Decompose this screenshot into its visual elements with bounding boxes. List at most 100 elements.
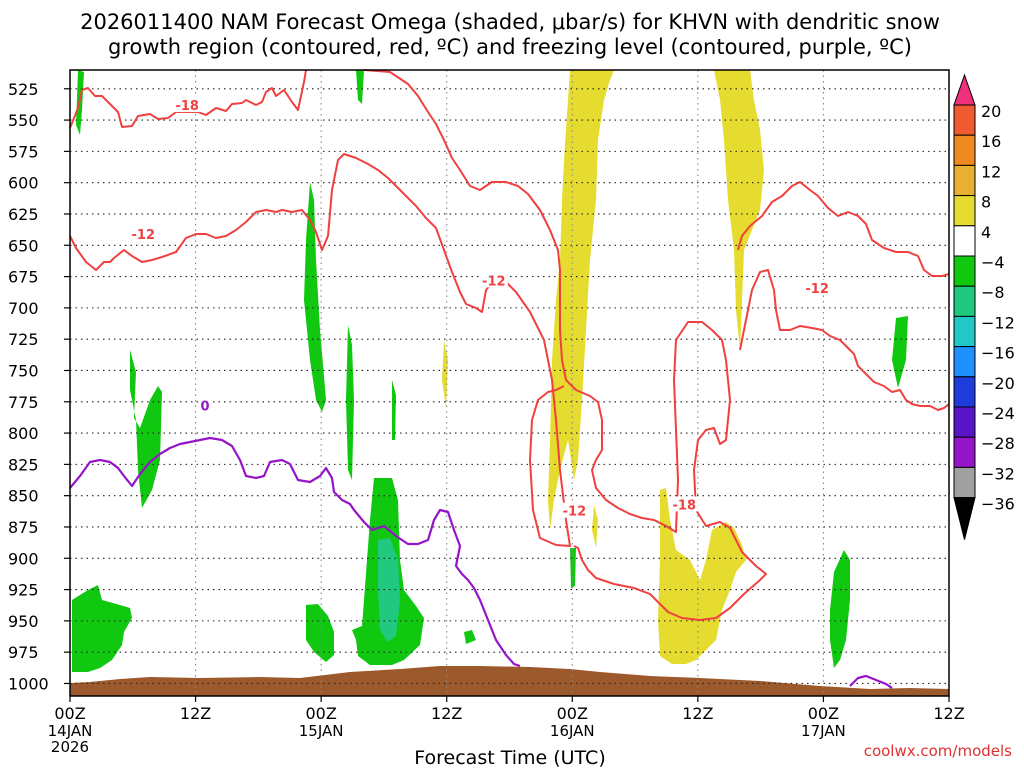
colorbar-label: −4 bbox=[981, 253, 1005, 272]
y-tick-label: 975 bbox=[8, 643, 39, 662]
y-tick-label: 675 bbox=[8, 268, 39, 287]
y-tick-label: 525 bbox=[8, 80, 39, 99]
y-tick-label: 875 bbox=[8, 518, 39, 537]
colorbar-segment bbox=[953, 195, 976, 227]
colorbar-segment bbox=[953, 406, 976, 438]
y-axis: 525 550 575 600 625 650 675 700 725 750 775 800 825 8… bbox=[8, 80, 70, 693]
colorbar-label: −20 bbox=[981, 374, 1015, 393]
freezing-level-contours bbox=[69, 436, 893, 689]
omega-green-region bbox=[392, 380, 396, 440]
omega-green-region bbox=[830, 550, 850, 668]
y-tick-label: 650 bbox=[8, 236, 39, 255]
omega-yellow-region bbox=[548, 70, 614, 530]
x-tick-date: 14JAN bbox=[48, 722, 93, 740]
x-tick-time: 00Z bbox=[54, 704, 85, 723]
x-tick-date: 17JAN bbox=[801, 722, 846, 740]
colorbar-label: 16 bbox=[981, 132, 1001, 151]
contour-label-bg bbox=[198, 397, 211, 413]
omega-green-region bbox=[130, 350, 162, 508]
x-tick-date: 16JAN bbox=[550, 722, 595, 740]
contour-minus18-upper bbox=[69, 69, 307, 129]
contour-label: -12 bbox=[132, 228, 156, 243]
x-tick-time: 12Z bbox=[180, 704, 211, 723]
omega-green-region bbox=[570, 548, 576, 588]
temperature-contours bbox=[69, 69, 950, 621]
colorbar-segment bbox=[953, 104, 976, 136]
contour-minus12-right-top bbox=[737, 181, 950, 277]
omega-green-region bbox=[304, 182, 326, 412]
y-tick-label: 850 bbox=[8, 487, 39, 506]
colorbar-label: −16 bbox=[981, 344, 1015, 363]
chart-title-line1: 2026011400 NAM Forecast Omega (shaded, μ… bbox=[80, 10, 940, 34]
omega-yellow-region bbox=[592, 505, 598, 548]
colorbar-label: −8 bbox=[981, 283, 1005, 302]
omega-green-region bbox=[72, 585, 132, 672]
colorbar-label: 20 bbox=[981, 102, 1001, 121]
y-tick-label: 1000 bbox=[8, 674, 49, 693]
y-tick-label: 750 bbox=[8, 361, 39, 380]
plot-area bbox=[70, 70, 949, 696]
omega-green-region bbox=[464, 630, 476, 644]
contour-label: -12 bbox=[563, 505, 587, 520]
omega-green-region bbox=[356, 70, 364, 104]
contour-label-bg bbox=[479, 272, 508, 288]
colorbar-segment bbox=[953, 164, 976, 197]
x-tick-time: 12Z bbox=[431, 704, 462, 723]
omega-yellow-region bbox=[658, 488, 746, 664]
y-tick-label: 775 bbox=[8, 393, 39, 412]
colorbar-label: 8 bbox=[981, 193, 991, 212]
colorbar-label: −36 bbox=[981, 495, 1015, 514]
y-tick-label: 950 bbox=[8, 612, 39, 631]
colorbar-segment bbox=[953, 315, 976, 348]
colorbar-bottom-arrow bbox=[953, 497, 976, 540]
y-tick-label: 825 bbox=[8, 455, 39, 474]
contour-labels: -18 -12 -12 -12 -18 -12 0 bbox=[129, 97, 832, 520]
colorbar-segment bbox=[953, 225, 976, 257]
contour-label-bg bbox=[173, 97, 202, 113]
x-tick-time: 00Z bbox=[808, 704, 839, 723]
chart-title-line2: growth region (contoured, red, ºC) and f… bbox=[108, 35, 912, 59]
x-tick-time: 12Z bbox=[933, 704, 964, 723]
x-tick-time: 12Z bbox=[682, 704, 713, 723]
contour-label-bg bbox=[803, 279, 832, 295]
x-tick-time: 00Z bbox=[557, 704, 588, 723]
contour-label: -12 bbox=[482, 274, 506, 289]
colorbar-segment bbox=[953, 285, 976, 317]
colorbar-segment bbox=[953, 346, 976, 378]
credit-text: coolwx.com/models bbox=[864, 742, 1012, 760]
x-axis-label: Forecast Time (UTC) bbox=[414, 747, 605, 768]
y-tick-label: 575 bbox=[8, 142, 39, 161]
contour-minus12-right bbox=[739, 269, 950, 411]
contour-label: -12 bbox=[805, 282, 829, 297]
contour-minus18-middle bbox=[363, 69, 767, 621]
omega-green-region bbox=[306, 604, 334, 662]
colorbar-segment bbox=[953, 466, 976, 499]
y-tick-label: 550 bbox=[8, 111, 39, 130]
colorbar-label: 12 bbox=[981, 162, 1001, 181]
colorbar-label: −24 bbox=[981, 404, 1015, 423]
y-tick-label: 725 bbox=[8, 330, 39, 349]
contour-label: -18 bbox=[175, 99, 199, 114]
y-tick-label: 700 bbox=[8, 299, 39, 318]
omega-shading bbox=[72, 70, 908, 672]
y-tick-label: 800 bbox=[8, 424, 39, 443]
colorbar-segment bbox=[953, 376, 976, 408]
omega-green-region bbox=[346, 325, 354, 480]
y-tick-label: 925 bbox=[8, 581, 39, 600]
contour-label: 0 bbox=[200, 400, 209, 415]
grid bbox=[70, 70, 949, 696]
colorbar-segment bbox=[953, 255, 976, 287]
contour-zero-low bbox=[849, 674, 893, 689]
colorbar-label: −28 bbox=[981, 434, 1015, 453]
colorbar-label: −32 bbox=[981, 464, 1015, 483]
colorbar-label: −12 bbox=[981, 313, 1015, 332]
omega-yellow-region bbox=[714, 70, 764, 350]
colorbar-segment bbox=[953, 134, 976, 166]
colorbar-label: 4 bbox=[981, 223, 991, 242]
y-tick-label: 600 bbox=[8, 174, 39, 193]
x-tick-year: 2026 bbox=[51, 738, 89, 756]
plot-frame bbox=[69, 69, 950, 697]
contour-label-bg bbox=[670, 496, 699, 512]
